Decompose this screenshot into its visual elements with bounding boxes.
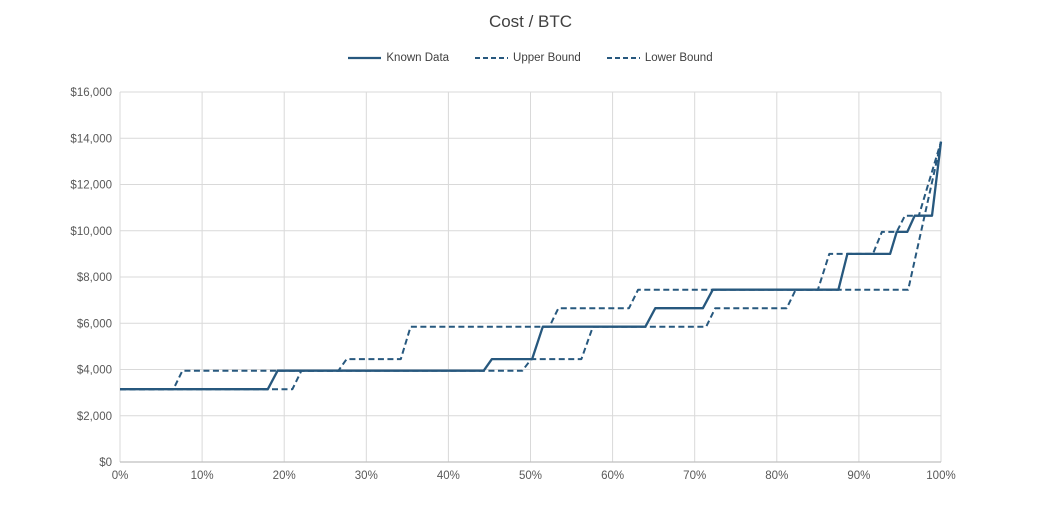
x-tick-label: 50%: [519, 470, 542, 482]
x-tick-label: 40%: [437, 470, 460, 482]
x-tick-label: 30%: [355, 470, 378, 482]
x-tick-label: 80%: [765, 470, 788, 482]
legend-item-lower-bound: Lower Bound: [606, 52, 713, 64]
y-tick-label: $10,000: [70, 226, 112, 238]
legend-item-known-data: Known Data: [348, 52, 449, 64]
legend-label: Known Data: [386, 52, 450, 64]
chart-title: Cost / BTC: [488, 12, 573, 31]
legend-swatch-solid-line-icon: [348, 56, 382, 60]
legend-label: Upper Bound: [513, 52, 581, 64]
x-tick-label: 100%: [926, 470, 955, 482]
y-tick-label: $4,000: [77, 365, 112, 377]
y-tick-label: $2,000: [77, 411, 112, 423]
x-tick-label: 10%: [191, 470, 214, 482]
y-tick-label: $14,000: [70, 133, 112, 145]
series-line-lower-bound: [120, 141, 942, 391]
x-tick-label: 90%: [847, 470, 870, 482]
x-tick-label: 60%: [601, 470, 624, 482]
x-tick-label: 20%: [273, 470, 296, 482]
legend-swatch-dashed-line-icon: [475, 57, 509, 59]
legend-label: Lower Bound: [644, 52, 713, 64]
y-tick-label: $16,000: [70, 87, 112, 99]
y-tick-label: $8,000: [77, 272, 112, 284]
legend-swatch-dashed-line-icon: [606, 57, 640, 59]
y-tick-label: $6,000: [77, 318, 112, 330]
y-tick-label: $12,000: [70, 180, 112, 192]
y-tick-label: $0: [99, 457, 112, 469]
x-tick-label: 0%: [112, 470, 129, 482]
chart-legend: Known Data Upper Bound Lower Bound: [120, 52, 941, 64]
x-tick-label: 70%: [683, 470, 706, 482]
legend-item-upper-bound: Upper Bound: [475, 52, 581, 64]
